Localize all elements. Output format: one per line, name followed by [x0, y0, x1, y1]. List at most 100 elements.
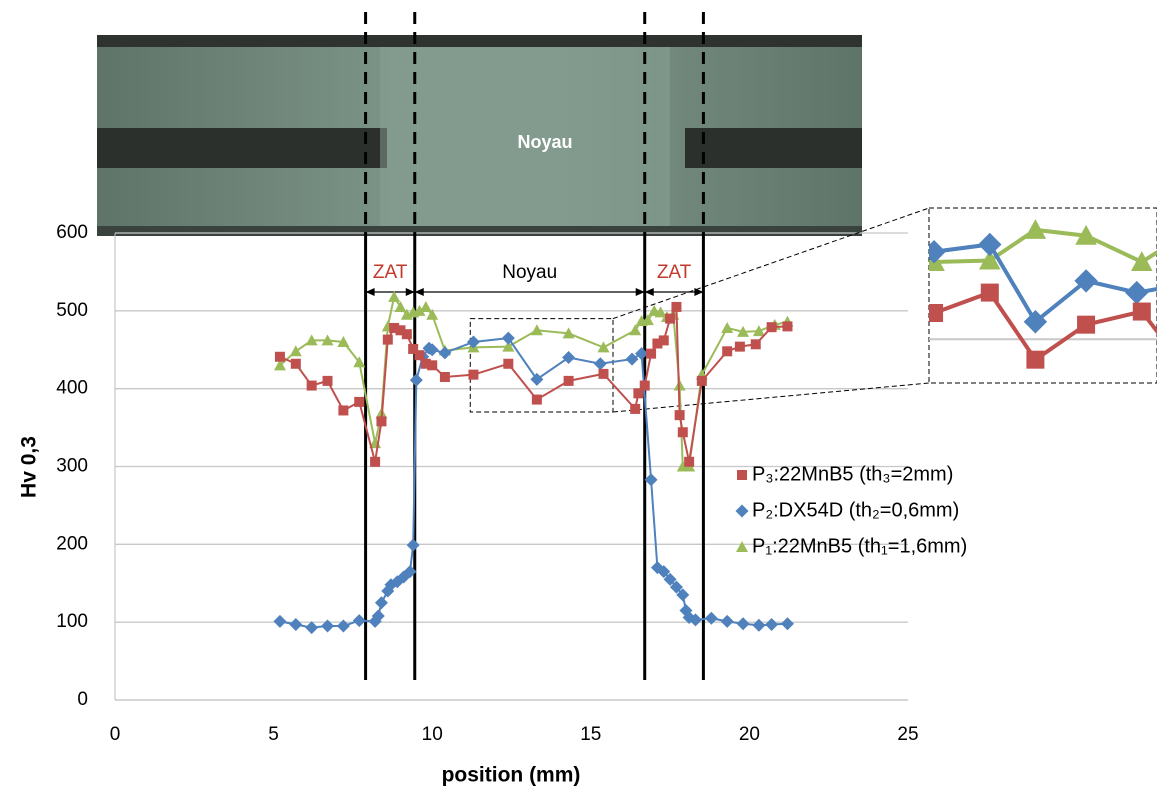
x-tick-label: 15 [580, 724, 601, 745]
marker [1074, 269, 1098, 293]
marker [688, 613, 702, 627]
marker [322, 375, 333, 386]
marker [780, 617, 794, 631]
marker [786, 707, 809, 730]
marker [677, 427, 688, 438]
marker [425, 343, 439, 357]
marker [741, 279, 763, 299]
marker [665, 238, 687, 258]
marker [821, 670, 844, 693]
marker [775, 729, 798, 752]
marker [841, 268, 864, 291]
marker [354, 396, 365, 407]
marker [766, 431, 788, 451]
y-axis-title: Hv 0,3 [18, 436, 41, 498]
marker [562, 351, 576, 365]
y-tick-label: 200 [56, 533, 88, 554]
y-tick-label: 300 [56, 456, 88, 477]
marker [849, 284, 867, 302]
y-tick-label: 600 [56, 222, 88, 243]
marker [791, 695, 814, 718]
marker [716, 241, 738, 261]
x-tick-label: 20 [739, 724, 760, 745]
marker [382, 334, 393, 345]
marker [978, 232, 1002, 257]
marker [371, 609, 385, 623]
marker [419, 300, 432, 312]
marker [684, 456, 695, 467]
zoom-box [469, 318, 614, 413]
image-label: Noyau [517, 132, 572, 152]
marker [752, 618, 766, 632]
marker [1024, 219, 1047, 239]
marker [766, 322, 777, 333]
marker [337, 335, 350, 347]
inset-plot [616, 219, 1157, 791]
marker [290, 358, 301, 369]
marker [321, 334, 334, 346]
marker [352, 614, 366, 628]
marker [394, 300, 407, 312]
marker [305, 334, 318, 346]
marker [376, 416, 387, 427]
marker [654, 306, 667, 318]
x-tick-label: 10 [422, 724, 443, 745]
marker [1131, 251, 1153, 271]
marker [289, 345, 302, 357]
marker [616, 270, 634, 288]
marker [625, 352, 639, 366]
marker [776, 375, 798, 395]
marker [530, 372, 544, 386]
marker [1077, 315, 1096, 334]
zone-label: ZAT [373, 262, 408, 283]
y-tick-label: 500 [56, 300, 88, 321]
legend-marker [736, 541, 748, 552]
x-tick-label: 0 [110, 724, 121, 745]
marker [734, 341, 745, 352]
marker [563, 375, 574, 386]
marker [598, 368, 609, 379]
marker [689, 772, 712, 791]
y-tick-label: 100 [56, 611, 88, 632]
marker [630, 403, 641, 414]
marker [321, 619, 335, 633]
marker [696, 375, 707, 386]
marker [826, 621, 849, 644]
marker [401, 329, 412, 340]
marker [408, 343, 419, 354]
marker [388, 290, 401, 302]
marker [530, 324, 543, 336]
marker [406, 538, 420, 552]
legend-label: P₂:DX54D (th₂=0,6mm) [752, 499, 959, 521]
x-tick-label: 25 [897, 724, 918, 745]
marker [831, 312, 854, 335]
marker [306, 380, 317, 391]
legend-label: P₃:22MnB5 (th₃=2mm) [752, 463, 953, 485]
marker [641, 314, 654, 326]
marker [801, 689, 824, 712]
marker [1132, 302, 1151, 321]
x-tick-label: 5 [268, 724, 279, 745]
marker [778, 392, 796, 410]
marker [857, 255, 880, 278]
marker [468, 369, 479, 380]
marker [980, 283, 999, 302]
marker [395, 325, 406, 336]
marker [414, 350, 425, 361]
marker [1026, 350, 1045, 369]
marker [426, 308, 439, 320]
marker [652, 338, 663, 349]
marker [635, 347, 649, 361]
marker [502, 340, 515, 352]
marker [639, 380, 650, 391]
marker [851, 252, 874, 275]
marker [438, 346, 452, 360]
marker [674, 410, 685, 421]
marker [409, 373, 423, 387]
legend-marker [737, 470, 747, 480]
marker [664, 775, 687, 791]
marker [338, 405, 349, 416]
zone-label: Noyau [502, 262, 557, 283]
marker [669, 580, 683, 594]
